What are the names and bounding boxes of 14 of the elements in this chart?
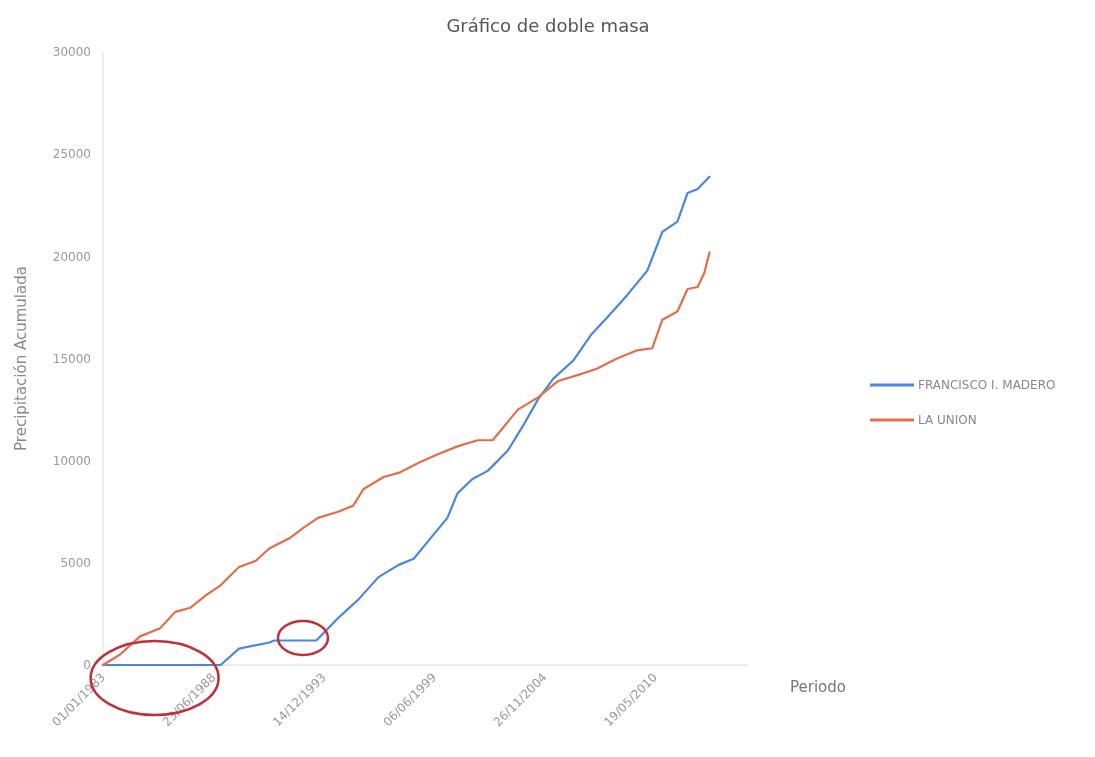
- x-axis-title: Periodo: [790, 678, 846, 696]
- y-tick-label: 5000: [60, 556, 91, 571]
- legend-label: FRANCISCO I. MADERO: [918, 378, 1056, 393]
- line-series: [101, 175, 711, 667]
- chart-title: Gráfico de doble masa: [446, 15, 650, 36]
- y-axis-title: Precipitación Acumulada: [12, 266, 30, 451]
- y-tick-label: 25000: [52, 147, 91, 162]
- legend-label: LA UNION: [918, 413, 977, 428]
- y-tick-label: 15000: [52, 351, 91, 366]
- line-series: [101, 251, 711, 667]
- y-tick-label: 10000: [52, 453, 91, 468]
- y-tick-label: 30000: [52, 45, 91, 60]
- y-tick-label: 20000: [52, 249, 91, 264]
- y-tick-label: 0: [83, 658, 91, 673]
